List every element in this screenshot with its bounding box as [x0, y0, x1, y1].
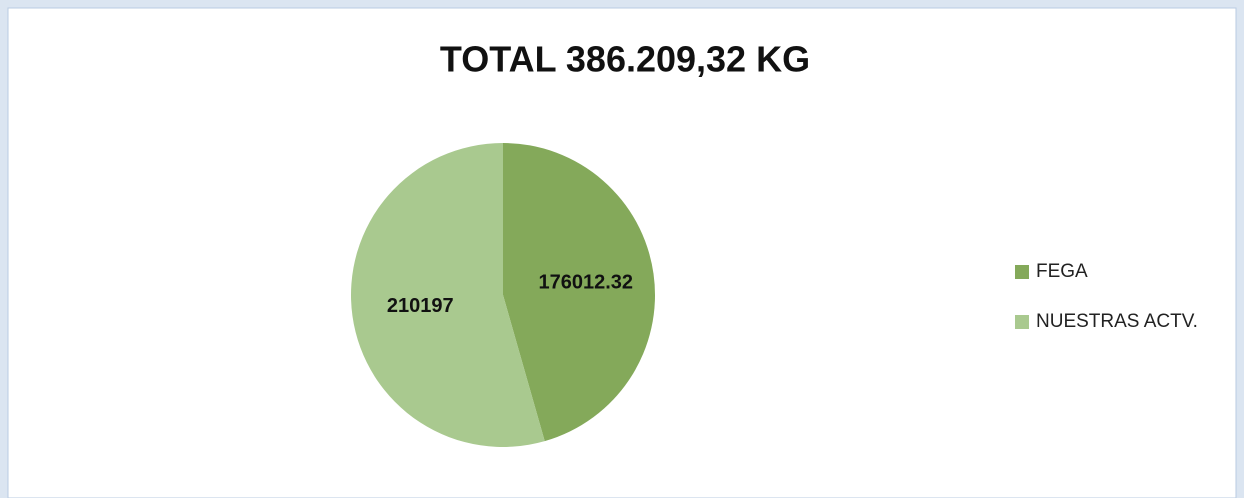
legend-swatch [1015, 265, 1029, 279]
legend-label: FEGA [1036, 261, 1088, 282]
legend-swatch [1015, 315, 1029, 329]
legend-label: NUESTRAS ACTV. [1036, 311, 1198, 332]
pie-slice [351, 143, 545, 447]
data-label: 210197 [387, 295, 454, 317]
data-label: 176012.32 [539, 272, 634, 294]
chart-title: TOTAL 386.209,32 KG [440, 39, 810, 80]
pie-slice [503, 143, 655, 442]
